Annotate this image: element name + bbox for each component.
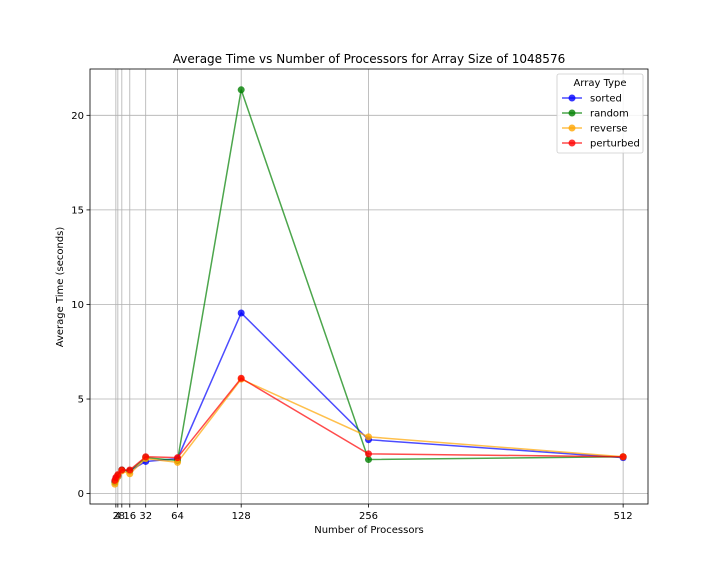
legend-item-sorted: sorted <box>562 94 622 105</box>
y-tick-label: 20 <box>71 111 84 122</box>
legend-item-reverse: reverse <box>562 124 628 135</box>
legend-item-random: random <box>562 109 629 120</box>
x-tick-label: 128 <box>232 511 251 522</box>
legend-marker <box>568 109 576 117</box>
y-tick-label: 5 <box>78 395 84 406</box>
series-line-random <box>114 89 624 483</box>
data-point-perturbed <box>142 453 150 461</box>
series-perturbed <box>111 374 627 484</box>
legend-marker <box>568 139 576 147</box>
x-tick-label: 256 <box>359 511 378 522</box>
plot-frame <box>89 68 649 505</box>
data-point-random <box>237 86 245 94</box>
x-tick-label: 16 <box>123 511 136 522</box>
legend-label: perturbed <box>590 139 640 150</box>
series-line-reverse <box>114 378 624 485</box>
legend-items: sorted random reverse perturbed <box>562 94 640 150</box>
x-axis-label: Number of Processors <box>314 525 424 536</box>
y-tick-label: 0 <box>78 489 84 500</box>
data-point-perturbed <box>365 450 373 458</box>
data-point-perturbed <box>126 466 134 474</box>
legend-marker <box>568 124 576 132</box>
legend-label: sorted <box>590 94 622 105</box>
y-axis-label: Average Time (seconds) <box>55 227 66 348</box>
legend-label: random <box>590 109 629 120</box>
grid <box>90 69 648 504</box>
legend-item-perturbed: perturbed <box>562 139 640 150</box>
x-tick-label: 8 <box>119 511 125 522</box>
legend-frame <box>556 73 644 154</box>
data-point-perturbed <box>174 454 182 462</box>
data-point-random <box>365 456 373 464</box>
data-point-sorted <box>237 309 245 317</box>
data-point-perturbed <box>118 466 126 474</box>
legend-label: reverse <box>590 124 628 135</box>
legend-marker <box>568 94 576 102</box>
data-point-perturbed <box>237 374 245 382</box>
y-axis: 0 5 10 15 20 <box>71 111 90 500</box>
x-tick-label: 2 <box>113 511 119 522</box>
data-point-reverse <box>365 433 373 441</box>
data-point-perturbed <box>619 453 627 461</box>
legend: Array Type sorted random reverse perturbed <box>556 73 644 154</box>
y-tick-label: 15 <box>71 205 84 216</box>
legend-title: Array Type <box>573 78 626 89</box>
series-random <box>111 86 627 486</box>
x-tick-label: 64 <box>171 511 184 522</box>
y-tick-label: 10 <box>71 300 84 311</box>
data-point-perturbed <box>114 471 122 479</box>
series-layer <box>111 86 627 488</box>
x-tick-label: 512 <box>614 511 633 522</box>
x-tick-label: 32 <box>139 511 152 522</box>
x-tick-label: 4 <box>115 511 121 522</box>
chart-title: Average Time vs Number of Processors for… <box>173 52 565 66</box>
